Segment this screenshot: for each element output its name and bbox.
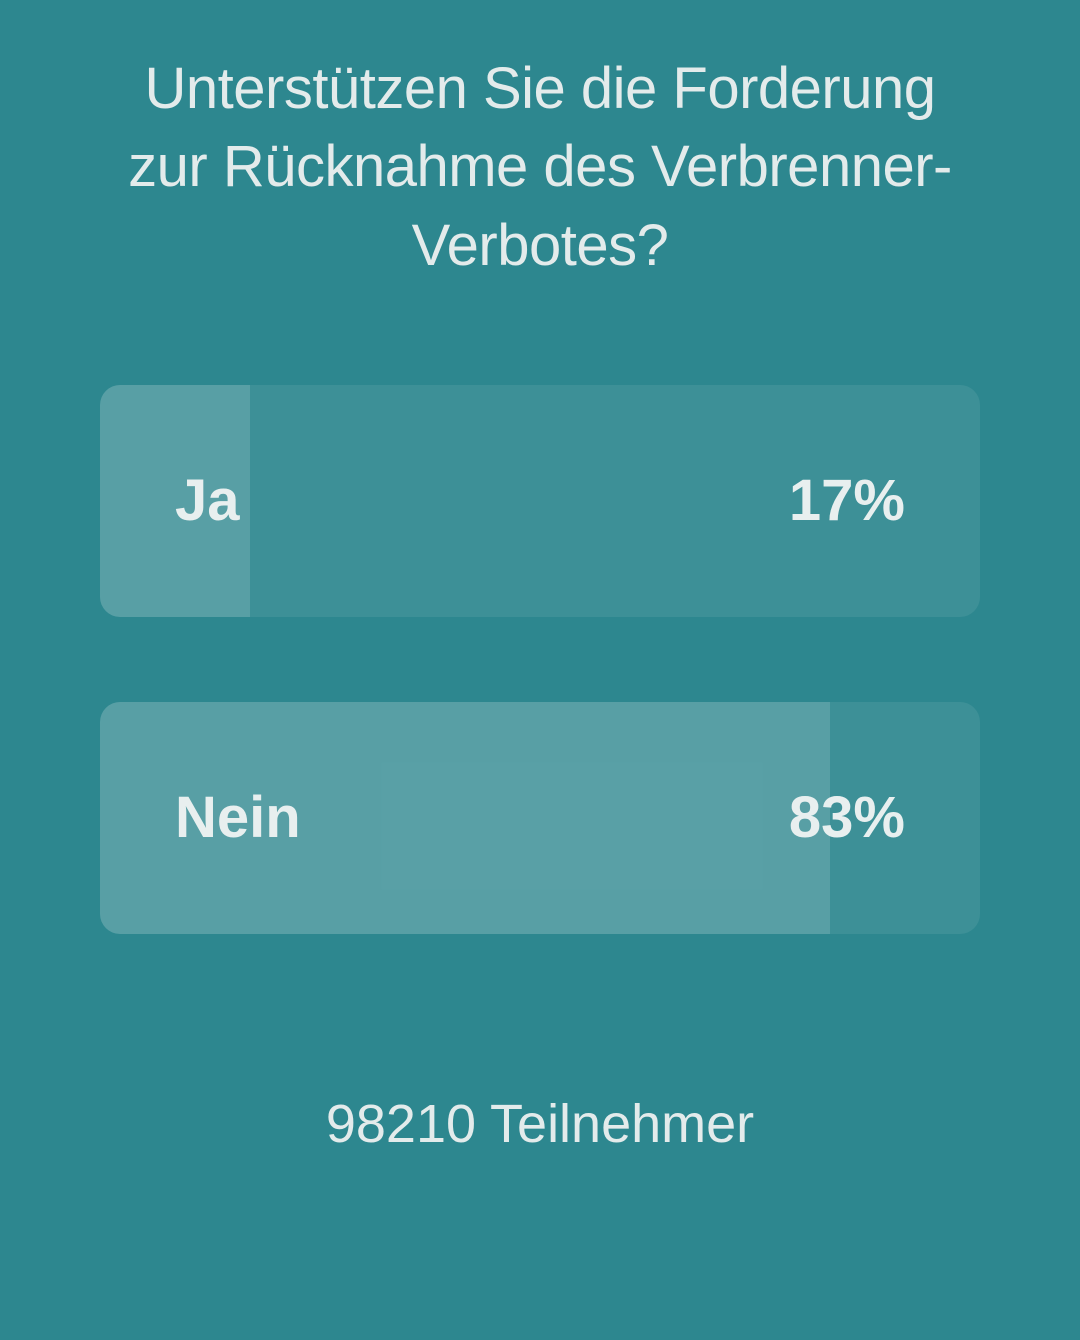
poll-bars: Ja 17% Nein 83% [100,385,980,934]
poll-option-nein-label: Nein [175,784,301,851]
poll-option-nein[interactable]: Nein 83% [100,702,980,934]
poll-option-ja-label: Ja [175,467,240,534]
poll-option-ja-content: Ja 17% [100,385,980,617]
poll-question: Unterstützen Sie die Forderung zur Rückn… [100,50,980,285]
poll-option-ja-percent: 17% [789,467,905,534]
poll-option-nein-percent: 83% [789,784,905,851]
poll-option-ja[interactable]: Ja 17% [100,385,980,617]
poll-option-nein-content: Nein 83% [100,702,980,934]
poll-container: Unterstützen Sie die Forderung zur Rückn… [0,0,1080,1340]
poll-participants: 98210 Teilnehmer [100,1093,980,1280]
